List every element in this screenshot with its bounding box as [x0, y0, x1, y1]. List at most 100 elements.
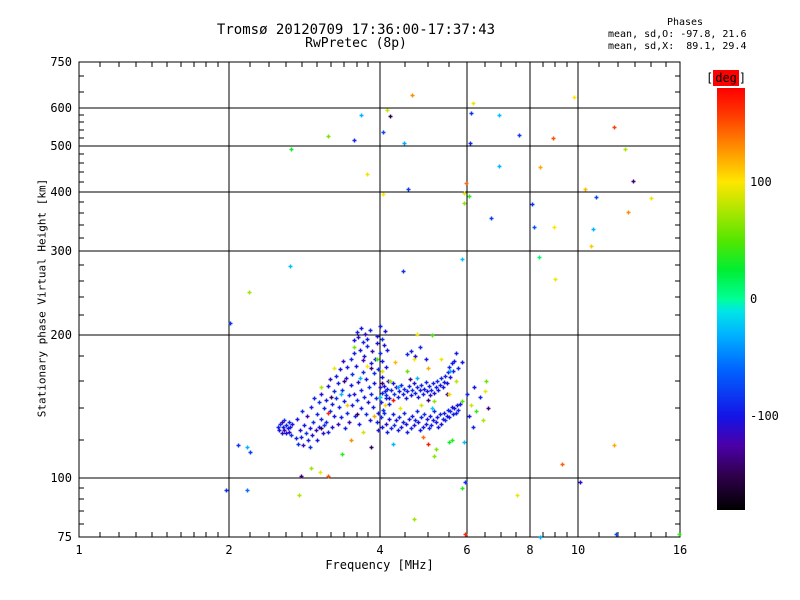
- data-point-marker: [298, 428, 303, 433]
- chart-subtitle: RwPretec (8p): [305, 36, 407, 51]
- data-point-marker: [389, 426, 394, 431]
- data-point-marker: [430, 333, 435, 338]
- data-point-marker: [280, 420, 285, 425]
- data-point-marker: [391, 442, 396, 447]
- plot-border: [78, 61, 681, 538]
- data-point-marker: [410, 93, 415, 98]
- data-point-marker: [391, 381, 396, 386]
- data-point-marker: [421, 392, 426, 397]
- data-point-marker: [387, 402, 392, 407]
- data-point-marker: [310, 433, 315, 438]
- data-point-marker: [322, 406, 327, 411]
- data-point-marker: [376, 428, 381, 433]
- data-point-marker: [409, 426, 414, 431]
- data-point-marker: [381, 408, 386, 413]
- data-point-marker: [425, 417, 430, 422]
- data-point-marker: [311, 420, 316, 425]
- y-tick-label: 750: [50, 55, 72, 69]
- data-point-marker: [289, 433, 294, 438]
- data-point-marker: [428, 414, 433, 419]
- data-point-marker: [375, 420, 380, 425]
- data-point-marker: [369, 445, 374, 450]
- data-point-marker: [426, 398, 431, 403]
- data-point-marker: [359, 113, 364, 118]
- data-point-marker: [365, 344, 370, 349]
- y-tick-label: 75: [57, 530, 72, 544]
- x-tick-label: 16: [672, 543, 688, 557]
- data-point-marker: [314, 428, 319, 433]
- data-point-marker: [467, 194, 472, 199]
- data-point-marker: [282, 428, 287, 433]
- data-point-marker: [368, 418, 373, 423]
- data-point-marker: [432, 399, 437, 404]
- y-axis-label: Stationary phase Virtual Height [km]: [35, 178, 49, 418]
- data-point-marker: [415, 385, 420, 390]
- data-point-marker: [408, 377, 413, 382]
- data-point-marker: [355, 398, 360, 403]
- y-tick-label: 300: [50, 244, 72, 258]
- data-point-marker: [478, 395, 483, 400]
- data-point-marker: [299, 474, 304, 479]
- data-point-marker: [396, 385, 401, 390]
- data-point-marker: [326, 384, 331, 389]
- data-point-marker: [326, 474, 331, 479]
- data-point-marker: [538, 165, 543, 170]
- data-point-marker: [458, 402, 463, 407]
- data-point-marker: [384, 422, 389, 427]
- data-point-marker: [288, 425, 293, 430]
- data-point-marker: [460, 486, 465, 491]
- data-point-marker: [425, 389, 430, 394]
- data-point-marker: [405, 389, 410, 394]
- data-point-marker: [451, 412, 456, 417]
- data-point-marker: [401, 269, 406, 274]
- data-point-marker: [398, 406, 403, 411]
- data-point-marker: [391, 398, 396, 403]
- data-point-marker: [434, 385, 439, 390]
- data-point-marker: [397, 389, 402, 394]
- data-point-marker: [401, 420, 406, 425]
- data-point-marker: [332, 389, 337, 394]
- data-point-marker: [368, 328, 373, 333]
- data-point-marker: [276, 425, 281, 430]
- data-point-marker: [456, 408, 461, 413]
- data-point-marker: [623, 147, 628, 152]
- data-point-marker: [361, 340, 366, 345]
- data-point-marker: [538, 535, 543, 540]
- data-point-marker: [418, 388, 423, 393]
- data-point-marker: [364, 377, 369, 382]
- data-point-marker: [404, 396, 409, 401]
- data-point-marker: [306, 438, 311, 443]
- data-point-marker: [379, 415, 384, 420]
- data-point-marker: [277, 428, 282, 433]
- data-point-marker: [319, 392, 324, 397]
- data-point-marker: [404, 422, 409, 427]
- data-point-marker: [326, 134, 331, 139]
- data-point-marker: [553, 277, 558, 282]
- data-point-marker: [612, 443, 617, 448]
- data-point-marker: [412, 423, 417, 428]
- data-point-marker: [649, 196, 654, 201]
- data-point-marker: [418, 345, 423, 350]
- data-point-marker: [319, 426, 324, 431]
- data-point-marker: [358, 376, 363, 381]
- data-point-marker: [309, 405, 314, 410]
- data-point-marker: [497, 164, 502, 169]
- data-point-marker: [515, 493, 520, 498]
- data-point-marker: [308, 445, 313, 450]
- data-point-marker: [342, 399, 347, 404]
- data-point-marker: [380, 425, 385, 430]
- data-point-marker: [434, 447, 439, 452]
- data-point-marker: [374, 396, 379, 401]
- data-point-marker: [334, 396, 339, 401]
- data-point-marker: [339, 392, 344, 397]
- data-point-marker: [443, 418, 448, 423]
- data-point-marker: [319, 417, 324, 422]
- data-point-marker: [287, 420, 292, 425]
- colorbar-tick-label: 100: [750, 175, 772, 189]
- data-point-marker: [352, 392, 357, 397]
- data-point-marker: [448, 369, 453, 374]
- data-point-marker: [297, 493, 302, 498]
- data-point-marker: [422, 412, 427, 417]
- data-point-marker: [464, 181, 469, 186]
